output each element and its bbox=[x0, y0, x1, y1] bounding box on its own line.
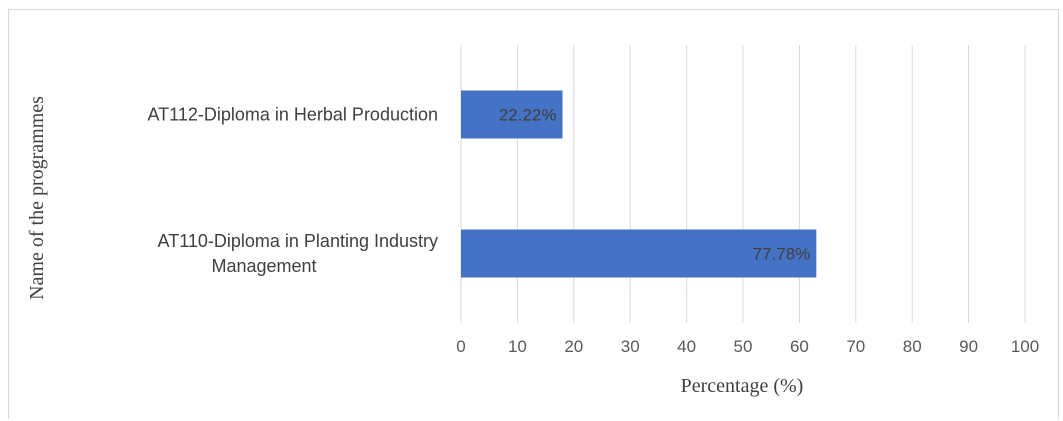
x-tick-label: 40 bbox=[677, 337, 696, 356]
bar bbox=[461, 90, 563, 139]
gridlines bbox=[460, 45, 1026, 323]
bars bbox=[461, 90, 817, 278]
category-label: Management bbox=[211, 256, 316, 276]
category-label: AT110-Diploma in Planting Industry bbox=[158, 231, 438, 251]
y-axis-title: Name of the programmes bbox=[26, 96, 48, 300]
x-tick-label: 90 bbox=[959, 337, 978, 356]
data-label: 22.22% bbox=[499, 106, 557, 125]
bar bbox=[461, 229, 817, 278]
labels: 0 10 20 30 40 50 60 70 80 90 100 22.22% AT112-Diplom… bbox=[148, 105, 1040, 357]
x-tick-label: 20 bbox=[564, 337, 583, 356]
x-tick-label: 80 bbox=[903, 337, 922, 356]
x-tick-label: 50 bbox=[734, 337, 753, 356]
x-tick-label: 60 bbox=[790, 337, 809, 356]
data-label: 77.78% bbox=[753, 245, 811, 264]
x-tick-label: 0 bbox=[456, 337, 465, 356]
category-label: AT112-Diploma in Herbal Production bbox=[148, 105, 438, 125]
x-tick-label: 10 bbox=[508, 337, 527, 356]
x-axis-title: Percentage (%) bbox=[681, 375, 804, 397]
x-tick-label: 100 bbox=[1011, 337, 1039, 356]
x-tick-label: 30 bbox=[621, 337, 640, 356]
chart-frame bbox=[8, 9, 1059, 419]
x-tick-label: 70 bbox=[846, 337, 865, 356]
